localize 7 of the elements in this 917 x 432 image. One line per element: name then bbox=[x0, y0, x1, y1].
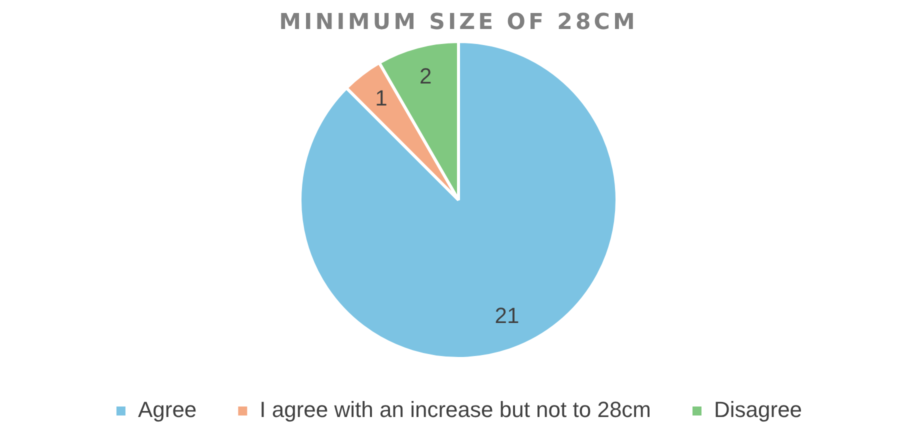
legend-label: Agree bbox=[138, 397, 197, 422]
legend-label: Disagree bbox=[714, 397, 802, 422]
data-label: 21 bbox=[494, 303, 520, 328]
chart-title: MINIMUM SIZE OF 28CM bbox=[278, 9, 639, 37]
data-label: 1 bbox=[375, 85, 388, 110]
legend-label: I agree with an increase but not to 28cm bbox=[260, 397, 652, 422]
data-label: 2 bbox=[420, 64, 432, 89]
